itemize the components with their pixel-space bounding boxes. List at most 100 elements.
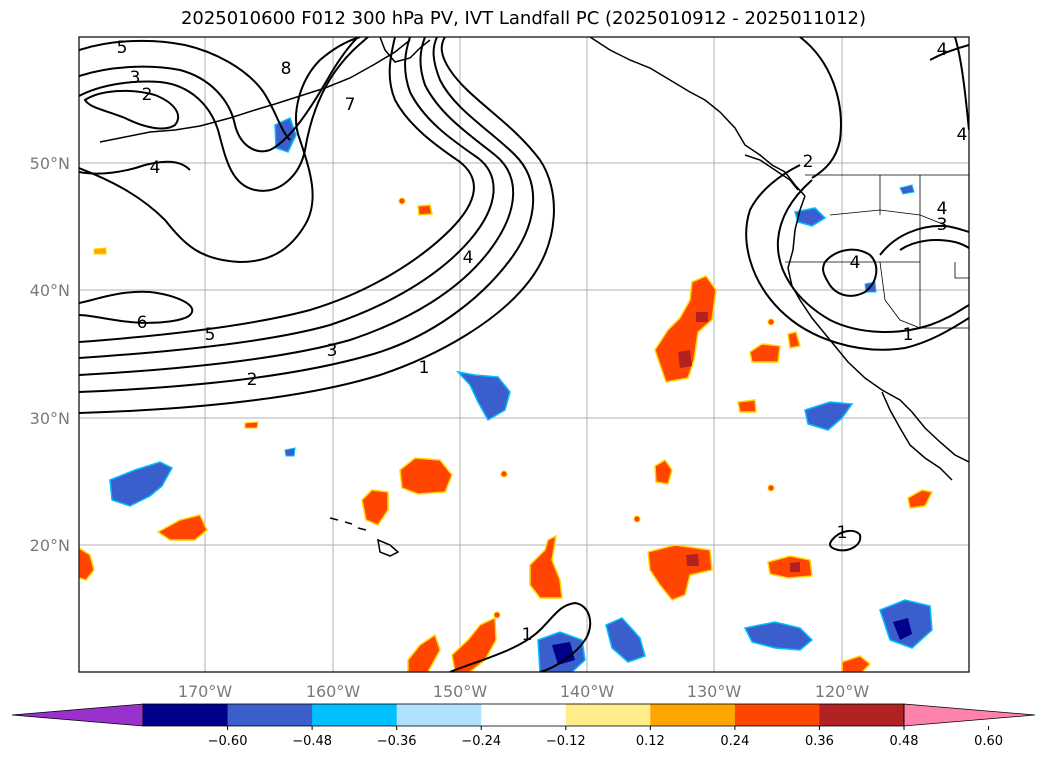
coastline-layer [99,37,969,557]
negative-anomaly [804,401,854,431]
contour-line [829,529,862,552]
negative-anomaly [899,184,915,195]
colorbar-swatch [143,704,229,726]
colorbar-tick-label: 0.60 [974,734,1003,749]
positive-anomaly [493,611,501,619]
negative-anomaly [552,642,575,665]
positive-anomaly [767,318,775,326]
contour-label: 2 [803,152,814,172]
contour-line [79,37,359,153]
contour-line [79,290,194,324]
positive-anomaly [678,350,692,368]
colorbar-tick-label: −0.24 [461,734,501,749]
positive-anomaly [500,470,508,478]
contour-label: 5 [117,38,128,58]
map-title: 2025010600 F012 300 hPa PV, IVT Landfall… [180,8,867,29]
positive-anomaly [156,514,208,541]
aleutian-islands [99,39,411,143]
contour-line [822,248,878,297]
negative-anomaly [743,621,814,651]
positive-anomaly [749,343,781,363]
positive-anomaly [417,204,433,216]
negative-anomaly [605,617,646,663]
positive-anomaly [696,312,708,322]
contour-label: 3 [937,215,948,235]
positive-anomaly [529,534,563,599]
colorbar-swatch [734,704,820,726]
contour-label: 7 [345,95,356,115]
contour-line [79,39,291,141]
contour-line [745,164,969,351]
contour-line [899,239,969,251]
contour-label: 3 [130,68,141,88]
contour-line [79,37,361,264]
contour-line [79,37,535,393]
positive-anomaly [244,421,259,429]
positive-anomaly [361,489,389,526]
us-west-coast [787,195,969,463]
map-panel [79,37,969,672]
colorbar-tick-label: 0.24 [720,734,749,749]
lat-tick-label: 20°N [30,536,70,555]
gridlines [79,37,969,672]
colorbar-tick-label: 0.36 [805,734,834,749]
contour-label: 4 [957,125,968,145]
contour-label: 4 [850,253,861,273]
negative-anomaly [109,461,174,507]
colorbar-tick-label: 0.12 [636,734,665,749]
positive-anomaly [654,458,673,485]
contour-label-layer: 5 3 2 4 8 7 6 5 3 2 4 1 2 4 3 4 1 1 1 4 … [117,38,968,645]
positive-anomaly [398,197,406,205]
colorbar-tick-label: −0.60 [208,734,248,749]
contour-label: 4 [150,158,161,178]
colorbar-frame [142,703,905,727]
contour-label: 8 [281,59,292,79]
border-layer [785,174,969,329]
positive-anomaly [79,547,95,581]
positive-anomaly [907,489,934,509]
contour-line [799,37,842,179]
positive-anomaly [787,331,801,349]
colorbar-tick-label: 0.48 [890,734,919,749]
negative-anomaly [284,447,296,457]
positive-anomaly [93,247,107,255]
positive-anomaly [633,515,641,523]
negative-anomaly [455,370,511,422]
colorbar-extension-min [11,703,144,727]
pv-contour-layer [79,37,969,672]
contour-line [879,224,969,256]
colorbar-swatch [396,704,482,726]
contour-label: 6 [137,313,148,333]
contour-label: 1 [837,523,848,543]
contour-line [776,179,969,333]
contour-line [83,89,180,130]
contour-line [79,37,515,376]
contour-line [79,37,555,414]
hawaii-islands [329,517,400,557]
colorbar: −0.60 −0.48 −0.36 −0.24 −0.12 0.12 0.24 0.36 0.4… [11,703,1036,749]
colorbar-swatch [481,704,567,726]
map-frame [78,36,970,673]
lon-tick-label: 170°W [178,682,233,701]
lat-axis: 50°N 40°N 30°N 20°N [30,154,70,555]
contour-line [79,37,369,192]
positive-anomaly [399,457,453,495]
contour-label: 1 [419,358,430,378]
colorbar-tick-label: −0.12 [546,734,586,749]
colorbar-tick-label: −0.48 [292,734,332,749]
contour-label: 2 [247,370,258,390]
contour-label: 2 [142,85,153,105]
vancouver-island [744,154,799,191]
positive-anomaly [407,633,441,672]
colorbar-swatch [312,704,398,726]
lat-tick-label: 30°N [30,409,70,428]
contour-line [79,37,475,343]
bc-coast [589,37,806,197]
contour-label: 4 [937,199,948,219]
contour-line [79,160,191,175]
contour-label: 3 [327,341,338,361]
contour-label: 5 [205,325,216,345]
lon-tick-label: 160°W [306,682,361,701]
lon-tick-label: 120°W [815,682,870,701]
